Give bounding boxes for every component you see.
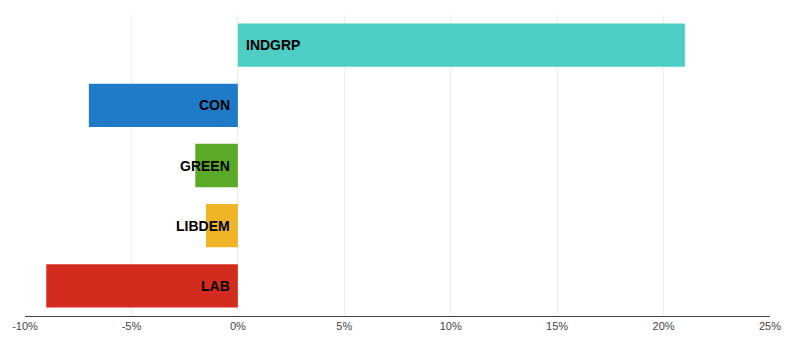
svg-text:25%: 25%: [759, 320, 781, 332]
svg-text:CON: CON: [199, 97, 230, 113]
svg-text:LIBDEM: LIBDEM: [176, 218, 230, 234]
svg-text:-10%: -10%: [12, 320, 38, 332]
svg-text:20%: 20%: [653, 320, 675, 332]
svg-text:INDGRP: INDGRP: [246, 37, 300, 53]
svg-text:LAB: LAB: [201, 278, 230, 294]
svg-text:5%: 5%: [336, 320, 352, 332]
svg-text:GREEN: GREEN: [180, 158, 230, 174]
svg-text:0%: 0%: [230, 320, 246, 332]
svg-text:-5%: -5%: [122, 320, 142, 332]
svg-text:10%: 10%: [440, 320, 462, 332]
svg-text:15%: 15%: [546, 320, 568, 332]
